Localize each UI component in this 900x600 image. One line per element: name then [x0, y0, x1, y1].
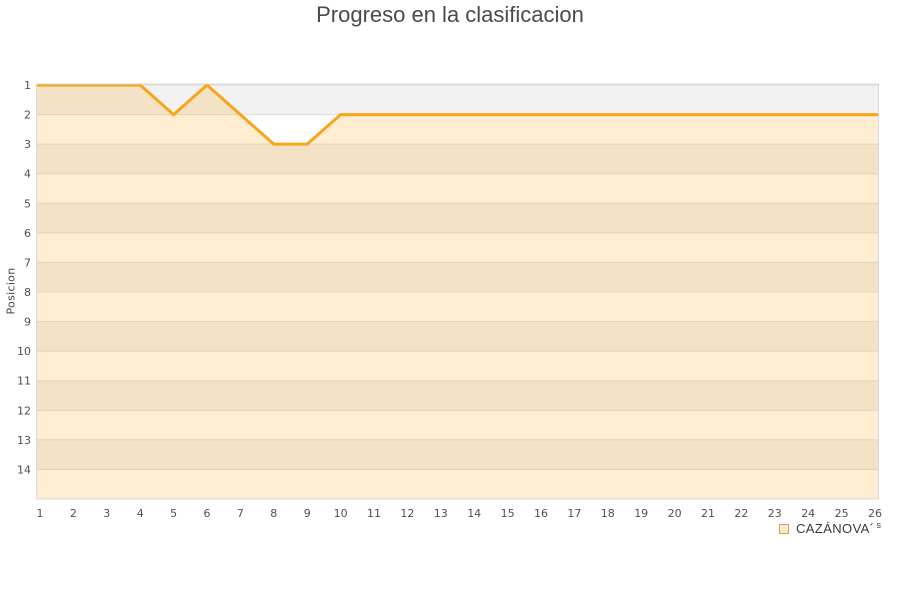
x-tick-label: 23	[768, 507, 782, 520]
plot-border	[36, 83, 879, 500]
x-tick-label: 16	[534, 507, 548, 520]
x-tick-label: 2	[70, 507, 77, 520]
grid-band	[36, 232, 879, 263]
y-tick-label: 6	[24, 227, 31, 240]
grid-band	[36, 469, 879, 499]
grid-band	[36, 439, 879, 470]
y-tick-label: 9	[24, 316, 31, 329]
grid-band	[36, 85, 879, 115]
grid-band	[36, 262, 879, 292]
legend-label-suffix: s	[876, 519, 881, 530]
legend-label: CAZÁNOVA´	[796, 521, 875, 536]
x-tick-label: 25	[835, 507, 849, 520]
y-tick-label: 5	[24, 197, 31, 210]
x-tick-label: 13	[434, 507, 448, 520]
x-tick-label: 14	[467, 507, 481, 520]
x-tick-label: 8	[270, 507, 277, 520]
grid-band	[36, 173, 879, 204]
chart-title: Progreso en la clasificacion	[316, 2, 584, 27]
y-tick-label: 8	[24, 286, 31, 299]
grid-band	[36, 144, 879, 174]
y-tick-label: 10	[17, 345, 31, 358]
grid-band	[36, 203, 879, 233]
x-tick-label: 20	[668, 507, 682, 520]
y-tick-label: 11	[17, 375, 31, 388]
x-tick-label: 21	[701, 507, 715, 520]
y-tick-label: 12	[17, 404, 31, 417]
grid-band	[36, 292, 879, 322]
y-tick-label: 1	[24, 79, 31, 92]
x-tick-label: 6	[204, 507, 211, 520]
x-tick-label: 3	[103, 507, 110, 520]
y-tick-label: 7	[24, 256, 31, 269]
x-tick-label: 11	[367, 507, 381, 520]
series-area	[36, 85, 879, 499]
x-tick-label: 9	[304, 507, 311, 520]
x-tick-label: 22	[734, 507, 748, 520]
x-tick-label: 7	[237, 507, 244, 520]
y-tick-label: 4	[24, 168, 31, 181]
grid-band	[36, 321, 879, 352]
grid-band	[36, 380, 879, 411]
grid-band	[36, 114, 879, 145]
x-tick-label: 1	[37, 507, 44, 520]
x-tick-label: 17	[567, 507, 581, 520]
x-tick-label: 18	[601, 507, 615, 520]
y-tick-label: 13	[17, 434, 31, 447]
x-tick-label: 26	[868, 507, 882, 520]
y-tick-label: 3	[24, 138, 31, 151]
x-tick-label: 19	[634, 507, 648, 520]
x-tick-label: 5	[170, 507, 177, 520]
x-tick-label: 4	[137, 507, 144, 520]
legend-item[interactable]: CAZÁNOVA´ s	[779, 519, 881, 536]
x-tick-label: 10	[334, 507, 348, 520]
x-tick-label: 12	[400, 507, 414, 520]
x-tick-label: 24	[801, 507, 815, 520]
series-line[interactable]	[36, 83, 879, 146]
legend-swatch-icon	[779, 523, 789, 534]
x-tick-label: 15	[501, 507, 515, 520]
y-tick-label: 14	[17, 463, 31, 476]
grid-band	[36, 410, 879, 440]
grid-band	[36, 351, 879, 381]
y-tick-label: 2	[24, 109, 31, 122]
